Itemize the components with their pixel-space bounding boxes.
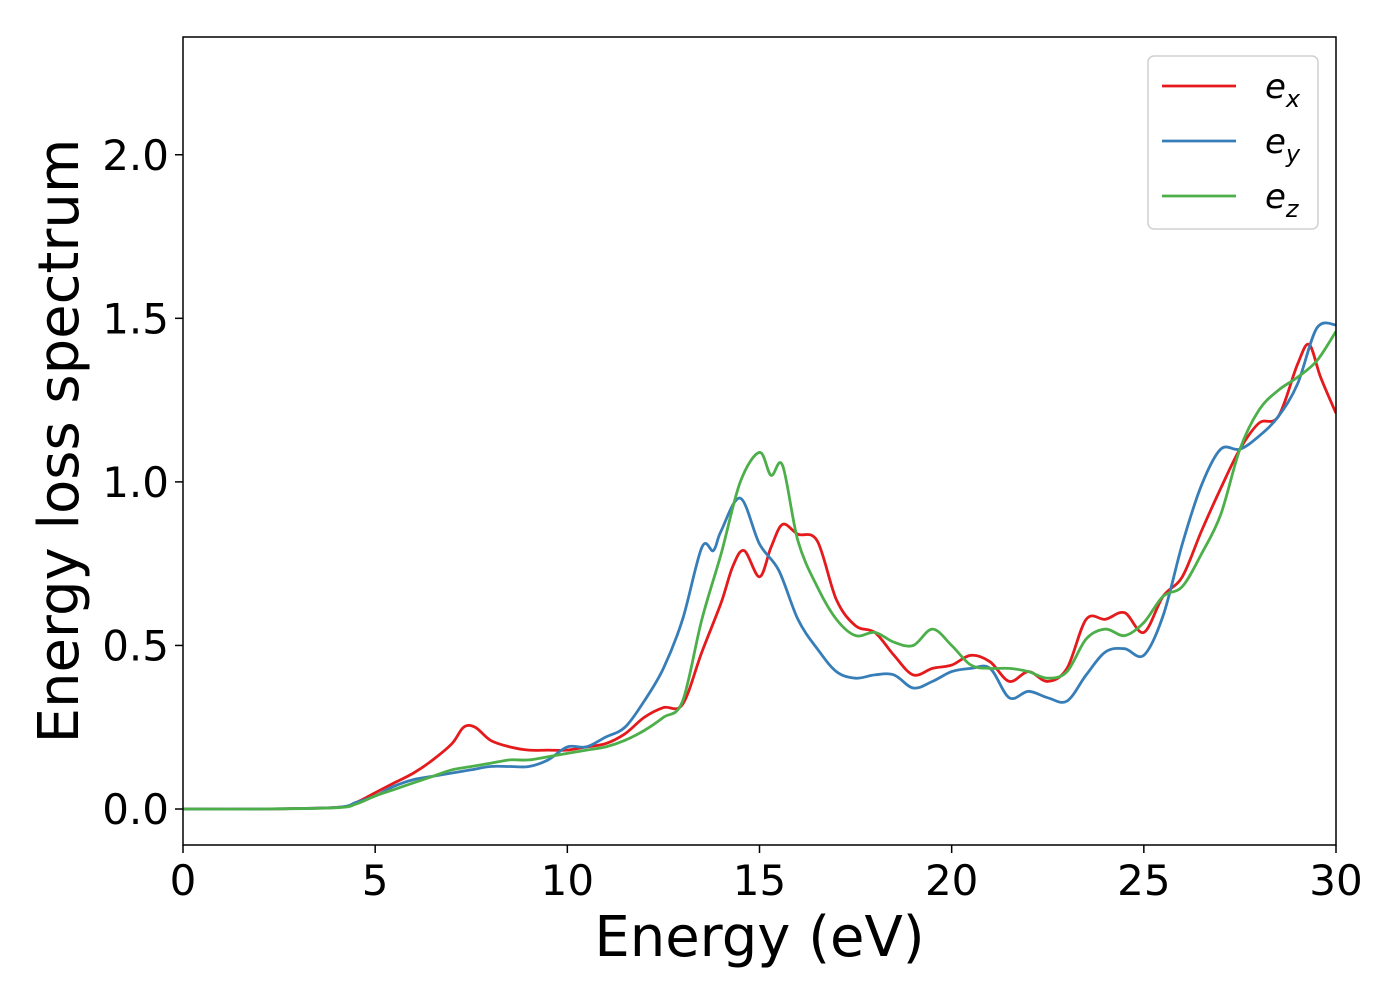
y-tick-label: 1.0 [102,458,169,507]
x-tick-label: 15 [733,856,786,905]
y-tick-label: 1.5 [102,294,169,343]
x-tick-label: 30 [1309,856,1362,905]
legend-box [1147,55,1319,230]
y-tick-label: 0.5 [102,621,169,670]
y-axis-ticks: 0.0 0.5 1.0 1.5 2.0 [102,131,183,834]
legend-label-main: e [1265,122,1286,162]
x-axis-title: Energy (eV) [594,905,924,970]
legend-label: ex [1265,67,1301,113]
x-tick-label: 5 [362,856,389,905]
x-tick-label: 25 [1117,856,1170,905]
legend-label: ez [1265,177,1300,223]
legend-label-main: e [1265,67,1286,107]
x-axis-ticks: 0 5 10 15 20 25 30 [170,845,1363,905]
x-tick-label: 20 [925,856,978,905]
series-layer [183,321,1336,811]
legend-label-sub: x [1285,85,1301,113]
legend-label: ey [1265,122,1301,168]
legend-label-sub: z [1285,195,1300,223]
series-line-e-y [183,321,1336,811]
legend-label-sub: y [1285,140,1301,168]
y-tick-label: 2.0 [102,131,169,180]
x-tick-label: 0 [170,856,197,905]
series-line-e-z [183,330,1336,811]
y-axis-title: Energy loss spectrum [27,139,92,744]
x-tick-label: 10 [541,856,594,905]
legend-label-main: e [1265,177,1286,217]
y-tick-label: 0.0 [102,785,169,834]
series-line-e-x [183,342,1336,811]
